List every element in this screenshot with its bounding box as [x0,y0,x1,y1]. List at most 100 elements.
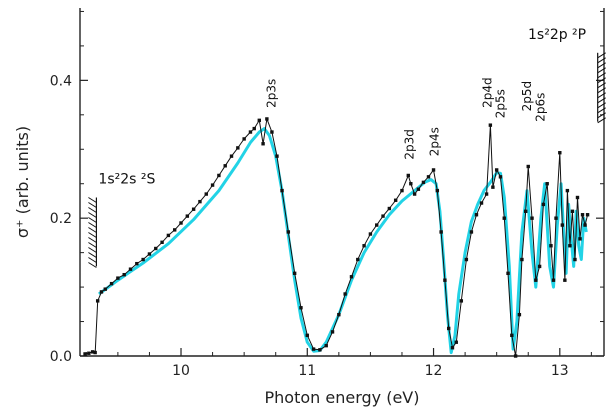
threshold-hatch [597,82,606,89]
experiment-point [494,168,499,172]
experiment-point [141,257,145,262]
threshold-hatch [88,222,97,228]
experiment-point [484,192,489,196]
threshold-hatch [597,117,606,124]
experiment-point [454,340,458,344]
threshold-hatch [88,237,97,243]
threshold-hatch [88,197,97,203]
experiment-point [210,183,215,187]
experiment-point [257,118,261,123]
experiment-point [343,292,347,296]
experiment-point [580,213,585,217]
experiment-point [286,230,291,234]
experiment-point [135,261,139,266]
threshold-label: 1s²2p ²P [528,27,586,43]
threshold-hatch [597,72,606,79]
y-tick-label: 0.4 [50,73,72,89]
experiment-point [147,252,152,256]
experiment-point [280,188,284,193]
experiment-point [95,299,100,303]
experiment-point [479,201,484,205]
x-tick-label: 13 [551,363,569,379]
experiment-point [166,233,171,238]
experiment-point [517,312,522,317]
experiment-point [337,312,341,317]
experiment-point [99,290,104,294]
theory-series-line [98,127,588,355]
experiment-point [116,276,120,280]
experiment-point [387,206,392,211]
threshold-hatch [88,242,97,248]
threshold-label: 1s²2s ²S [98,172,155,188]
threshold-hatch [597,52,606,59]
threshold-hatch [597,112,606,119]
experiment-point [236,146,240,150]
threshold-hatch [88,227,97,233]
experiment-point [513,354,518,358]
threshold-hatch [88,212,97,218]
experiment-point [474,213,479,217]
experiment-point [103,287,107,291]
resonance-label: 2p5s [493,89,507,118]
experiment-point [502,216,506,220]
x-axis-title: Photon energy (eV) [265,388,420,407]
experiment-point [498,175,503,179]
experiment-point [578,237,582,241]
experiment-point [93,350,97,355]
x-tick-label: 10 [172,363,190,379]
experiment-point [520,257,524,262]
experiment-point [191,207,196,211]
experiment-point [248,130,253,134]
experiment-point [299,306,303,310]
experiment-point [506,271,510,276]
experiment-point [549,244,553,248]
experiment-point [524,209,528,213]
experiment-point [305,333,309,338]
threshold-hatch [88,252,97,258]
experiment-point [409,182,413,186]
experiment-point [421,180,426,185]
experiment-point [459,299,464,303]
experiment-point [412,192,417,196]
experiment-point [362,244,366,248]
resonance-label: 2p6s [534,93,548,122]
y-axis-title: σ⁺ (arb. units) [13,126,32,238]
experiment-point [154,246,158,251]
y-tick-label: 0.0 [50,349,72,365]
threshold-hatch [597,67,606,74]
experiment-point [109,281,114,286]
experiment-point [575,195,580,200]
experiment-point [488,123,493,127]
threshold-hatch [597,107,606,114]
experiment-point [568,244,572,248]
experiment-point [122,272,126,277]
resonance-label: 2p3d [402,129,416,160]
experiment-point [585,213,590,217]
threshold-hatch [597,97,606,104]
threshold-hatch [597,62,606,69]
experiment-point [330,330,335,334]
experiment-point [198,199,202,204]
experiment-point [464,257,469,262]
experiment-point [270,130,274,134]
experiment-point [435,188,440,193]
threshold-hatch [88,217,97,223]
experiment-point [510,333,514,338]
threshold-hatch [597,87,606,94]
threshold-hatch [88,207,97,213]
experiment-point [242,137,246,141]
experiment-point [537,264,542,269]
threshold-hatch [597,77,606,84]
experiment-point [204,192,208,196]
experiment-point [563,278,567,282]
experiment-point [324,343,328,348]
threshold-hatch [597,57,606,64]
threshold-hatch [88,247,97,253]
experiment-point [160,240,164,244]
experiment-point [261,142,265,146]
experiment-point [356,257,360,262]
threshold-hatch [88,232,97,238]
experiment-point [381,214,385,218]
